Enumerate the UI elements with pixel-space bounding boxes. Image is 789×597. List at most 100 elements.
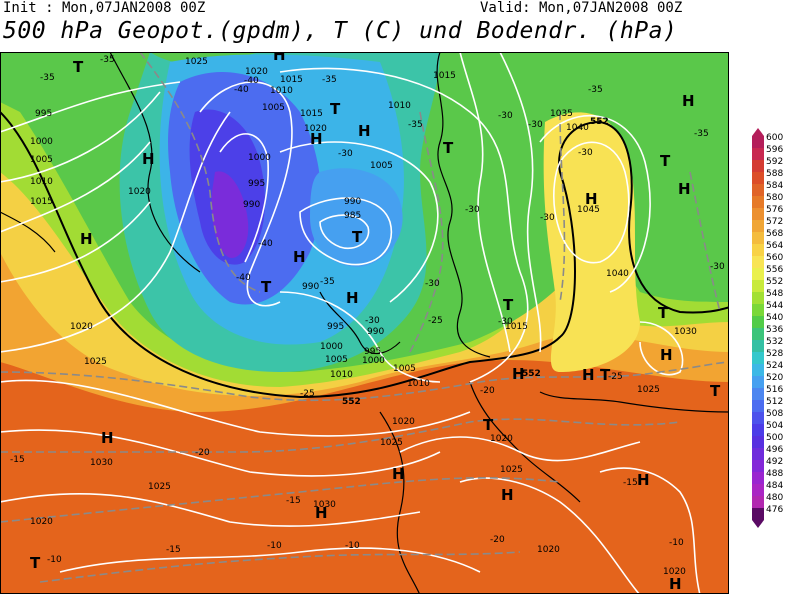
legend-swatch xyxy=(752,328,764,340)
plabel: 1020 xyxy=(304,124,327,134)
legend-label: 508 xyxy=(766,409,783,419)
legend-label: 480 xyxy=(766,493,783,503)
init-time: Init : Mon,07JAN2008 00Z xyxy=(3,0,206,16)
isotherms xyxy=(0,52,729,583)
pressure-labels: 1025 1020 1015 1010 1005 1015 1020 1010 … xyxy=(30,57,697,577)
tlabel: -30 xyxy=(425,279,440,289)
legend-label: 476 xyxy=(766,505,783,515)
tlabel: -25 xyxy=(428,316,443,326)
legend-swatch xyxy=(752,280,764,292)
plabel: 1020 xyxy=(490,434,513,444)
coastlines xyxy=(0,52,729,594)
legend-label: 540 xyxy=(766,313,783,323)
legend-swatch xyxy=(752,292,764,304)
legend-label: 492 xyxy=(766,457,783,467)
legend-label: 548 xyxy=(766,289,783,299)
legend-label: 568 xyxy=(766,229,783,239)
plabel: 1045 xyxy=(577,205,600,215)
legend-swatch xyxy=(752,220,764,232)
plabel: 1005 xyxy=(262,103,285,113)
legend-label: 512 xyxy=(766,397,783,407)
legend-swatch xyxy=(752,436,764,448)
legend-swatch xyxy=(752,340,764,352)
legend-swatch xyxy=(752,172,764,184)
plabel: 1000 xyxy=(30,137,53,147)
legend-swatch xyxy=(752,148,764,160)
tlabel: -20 xyxy=(480,386,495,396)
legend-label: 496 xyxy=(766,445,783,455)
plabel: 1010 xyxy=(407,379,430,389)
tlabel: -30 xyxy=(540,213,555,223)
legend-label: 576 xyxy=(766,205,783,215)
tlabel: -15 xyxy=(623,478,638,488)
tlabel: -30 xyxy=(498,317,513,327)
tlabel: -30 xyxy=(465,205,480,215)
map-frame xyxy=(0,52,729,594)
legend-label: 520 xyxy=(766,373,783,383)
geopot-label: 552 xyxy=(342,397,361,407)
high-center: H xyxy=(501,486,514,504)
legend-swatch xyxy=(752,160,764,172)
legend-swatch xyxy=(752,460,764,472)
tlabel: -30 xyxy=(338,149,353,159)
plabel: 1000 xyxy=(320,342,343,352)
high-center: H xyxy=(660,346,673,364)
legend-swatch xyxy=(752,376,764,388)
color-legend: 600 596 592 588 584 580 576 572 568 564 560 556 552 5… xyxy=(752,128,783,528)
tlabel: -20 xyxy=(195,448,210,458)
chart-title: 500 hPa Geopot.(gpdm), T (C) und Bodendr… xyxy=(3,18,678,44)
legend-label: 588 xyxy=(766,169,783,179)
legend-label: 584 xyxy=(766,181,783,191)
legend-label: 536 xyxy=(766,325,783,335)
plabel: 995 xyxy=(35,109,52,119)
legend-label: 592 xyxy=(766,157,783,167)
legend-label: 556 xyxy=(766,265,783,275)
plabel: 1015 xyxy=(433,71,456,81)
legend-swatch xyxy=(752,268,764,280)
plabel: 990 xyxy=(243,200,260,210)
tlabel: -35 xyxy=(40,73,55,83)
plabel: 1040 xyxy=(566,123,589,133)
tlabel: -35 xyxy=(320,277,335,287)
plabel: 990 xyxy=(344,197,361,207)
plabel: 1025 xyxy=(380,438,403,448)
plabel: 1025 xyxy=(500,465,523,475)
tlabel: -10 xyxy=(47,555,62,565)
high-center: H xyxy=(293,248,306,266)
weather-map: 1025 1020 1015 1010 1005 1015 1020 1010 … xyxy=(0,52,729,594)
high-center: H xyxy=(582,366,595,384)
high-center: H xyxy=(392,465,405,483)
plabel: 1005 xyxy=(393,364,416,374)
plabel: 1005 xyxy=(325,355,348,365)
plabel: 990 xyxy=(302,282,319,292)
plabel: 1010 xyxy=(388,101,411,111)
legend-tip-top xyxy=(752,128,764,136)
legend-swatch xyxy=(752,352,764,364)
low-center: T xyxy=(710,382,721,400)
tlabel: -30 xyxy=(498,111,513,121)
high-center: H xyxy=(637,471,650,489)
plabel: 1030 xyxy=(313,500,336,510)
plabel: 1020 xyxy=(128,187,151,197)
legend-label: 552 xyxy=(766,277,783,287)
plabel: 1035 xyxy=(550,109,573,119)
plabel: 1020 xyxy=(392,417,415,427)
high-center: H xyxy=(358,122,371,140)
low-center: T xyxy=(261,278,272,296)
legend-label: 528 xyxy=(766,349,783,359)
plabel: 1020 xyxy=(537,545,560,555)
plabel: 1015 xyxy=(280,75,303,85)
plabel: 1040 xyxy=(606,269,629,279)
low-center: T xyxy=(503,296,514,314)
plabel: 1015 xyxy=(30,197,53,207)
legend-swatch xyxy=(752,136,764,148)
geopot-label: 552 xyxy=(522,369,541,379)
tlabel: -40 xyxy=(234,85,249,95)
tlabel: -10 xyxy=(267,541,282,551)
high-center: H xyxy=(101,429,114,447)
tlabel: -35 xyxy=(588,85,603,95)
legend-swatch xyxy=(752,484,764,496)
legend-label: 600 xyxy=(766,133,783,143)
high-center: H xyxy=(80,230,93,248)
legend-label: 500 xyxy=(766,433,783,443)
